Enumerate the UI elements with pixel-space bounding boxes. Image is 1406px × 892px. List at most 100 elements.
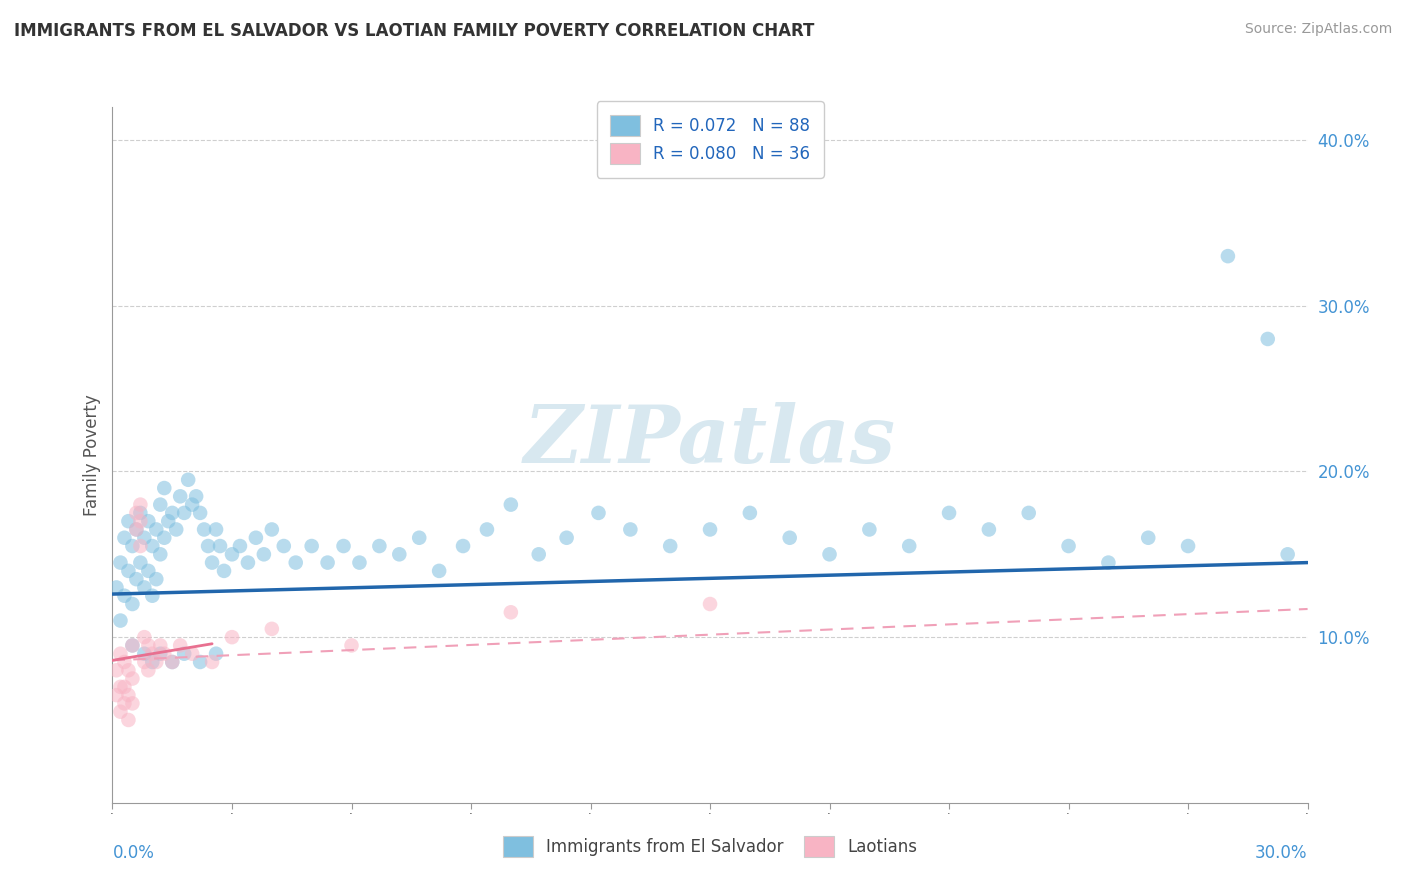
- Point: [162, 655, 183, 669]
- Point: [105, 663, 128, 677]
- Point: [1018, 506, 1040, 520]
- Point: [117, 663, 139, 677]
- Point: [138, 564, 160, 578]
- Point: [114, 589, 135, 603]
- Point: [134, 531, 156, 545]
- Point: [145, 572, 167, 586]
- Point: [177, 473, 200, 487]
- Point: [197, 539, 219, 553]
- Point: [134, 581, 156, 595]
- Point: [738, 506, 761, 520]
- Text: Source: ZipAtlas.com: Source: ZipAtlas.com: [1244, 22, 1392, 37]
- Point: [157, 514, 180, 528]
- Point: [260, 622, 283, 636]
- Point: [253, 547, 276, 561]
- Point: [162, 506, 183, 520]
- Point: [121, 597, 143, 611]
- Point: [117, 564, 139, 578]
- Point: [169, 489, 191, 503]
- Point: [1177, 539, 1199, 553]
- Point: [110, 705, 132, 719]
- Point: [141, 539, 163, 553]
- Point: [121, 639, 143, 653]
- Point: [110, 556, 132, 570]
- Point: [125, 506, 148, 520]
- Point: [1097, 556, 1119, 570]
- Point: [260, 523, 283, 537]
- Point: [588, 506, 610, 520]
- Point: [149, 639, 172, 653]
- Point: [129, 514, 152, 528]
- Point: [134, 630, 156, 644]
- Point: [451, 539, 474, 553]
- Point: [129, 539, 152, 553]
- Point: [110, 614, 132, 628]
- Point: [699, 597, 721, 611]
- Point: [117, 713, 139, 727]
- Point: [408, 531, 430, 545]
- Point: [977, 523, 1000, 537]
- Point: [1216, 249, 1239, 263]
- Point: [110, 680, 132, 694]
- Point: [201, 556, 224, 570]
- Point: [121, 539, 143, 553]
- Point: [114, 655, 135, 669]
- Point: [205, 647, 228, 661]
- Point: [938, 506, 960, 520]
- Point: [138, 663, 160, 677]
- Point: [114, 531, 135, 545]
- Point: [212, 564, 235, 578]
- Point: [181, 647, 204, 661]
- Point: [1277, 547, 1299, 561]
- Point: [145, 655, 167, 669]
- Point: [129, 556, 152, 570]
- Text: 0.0%: 0.0%: [112, 844, 155, 863]
- Point: [149, 498, 172, 512]
- Point: [1057, 539, 1080, 553]
- Point: [138, 639, 160, 653]
- Point: [818, 547, 841, 561]
- Point: [121, 697, 143, 711]
- Y-axis label: Family Poverty: Family Poverty: [83, 394, 101, 516]
- Text: ZIPatlas: ZIPatlas: [524, 402, 896, 480]
- Point: [141, 647, 163, 661]
- Text: IMMIGRANTS FROM EL SALVADOR VS LAOTIAN FAMILY POVERTY CORRELATION CHART: IMMIGRANTS FROM EL SALVADOR VS LAOTIAN F…: [14, 22, 814, 40]
- Point: [221, 547, 243, 561]
- Point: [173, 506, 195, 520]
- Point: [125, 523, 148, 537]
- Point: [475, 523, 498, 537]
- Point: [181, 498, 204, 512]
- Point: [1257, 332, 1279, 346]
- Point: [236, 556, 259, 570]
- Point: [153, 481, 176, 495]
- Point: [699, 523, 721, 537]
- Point: [117, 688, 139, 702]
- Point: [555, 531, 578, 545]
- Point: [858, 523, 880, 537]
- Point: [105, 688, 128, 702]
- Point: [114, 680, 135, 694]
- Point: [153, 647, 176, 661]
- Point: [145, 523, 167, 537]
- Point: [125, 523, 148, 537]
- Point: [284, 556, 307, 570]
- Point: [340, 639, 363, 653]
- Point: [141, 589, 163, 603]
- Point: [499, 605, 522, 619]
- Point: [201, 655, 224, 669]
- Point: [162, 655, 183, 669]
- Point: [316, 556, 339, 570]
- Point: [188, 655, 211, 669]
- Point: [153, 531, 176, 545]
- Point: [527, 547, 550, 561]
- Point: [110, 647, 132, 661]
- Point: [121, 672, 143, 686]
- Point: [173, 647, 195, 661]
- Point: [1137, 531, 1160, 545]
- Point: [332, 539, 354, 553]
- Point: [221, 630, 243, 644]
- Text: 30.0%: 30.0%: [1256, 844, 1308, 863]
- Point: [427, 564, 450, 578]
- Point: [188, 506, 211, 520]
- Point: [125, 572, 148, 586]
